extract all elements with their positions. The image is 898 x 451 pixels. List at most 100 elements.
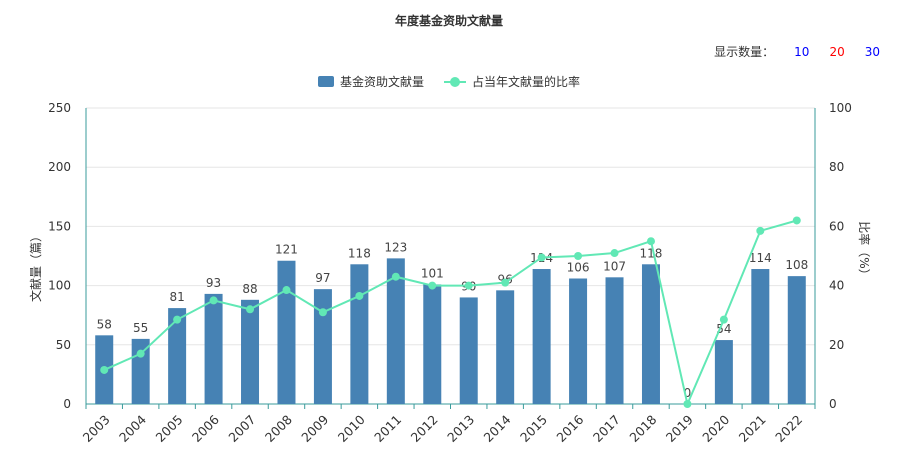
bar-value-label: 114 xyxy=(749,251,772,265)
legend-item-bar[interactable]: 基金资助文献量 xyxy=(317,73,424,90)
y-axis-title-right: 比率（%） xyxy=(857,221,872,280)
x-tick-label: 2020 xyxy=(699,412,732,445)
bar xyxy=(751,269,770,404)
ratio-point xyxy=(355,291,364,300)
chart-legend: 基金资助文献量 占当年文献量的比率 xyxy=(0,73,898,90)
bar-value-label: 118 xyxy=(640,246,663,260)
ratio-point xyxy=(136,349,145,358)
y-tick-label-left: 150 xyxy=(48,219,71,233)
bar-value-label: 97 xyxy=(315,271,330,285)
bar-value-label: 88 xyxy=(242,282,257,296)
x-tick-label: 2011 xyxy=(371,412,404,445)
x-tick-label: 2007 xyxy=(225,412,258,445)
ratio-point xyxy=(574,252,583,260)
ratio-point xyxy=(391,272,400,281)
bar xyxy=(241,299,260,404)
y-tick-label-right: 0 xyxy=(829,397,837,411)
display-count-selector: 显示数量： 10 20 30 xyxy=(714,43,880,60)
bar xyxy=(605,277,624,404)
bar-value-label: 106 xyxy=(567,260,590,274)
bar xyxy=(204,293,223,404)
y-tick-label-left: 0 xyxy=(63,397,71,411)
bar-value-label: 118 xyxy=(348,246,371,260)
x-tick-label: 2016 xyxy=(553,412,586,445)
y-tick-label-right: 60 xyxy=(829,219,844,233)
y-tick-label-left: 100 xyxy=(48,279,71,293)
x-tick-label: 2018 xyxy=(626,412,659,445)
ratio-point xyxy=(100,365,109,374)
count-option-10[interactable]: 10 xyxy=(794,44,810,59)
legend-bar-label: 基金资助文献量 xyxy=(339,75,424,89)
x-tick-label: 2013 xyxy=(444,412,477,445)
y-tick-label-left: 250 xyxy=(48,101,71,115)
bar xyxy=(423,284,442,404)
x-tick-label: 2010 xyxy=(335,412,368,445)
bar-value-label: 101 xyxy=(421,266,444,280)
bar-value-label: 54 xyxy=(716,322,731,336)
bar-value-label: 123 xyxy=(384,240,407,254)
bar-value-label: 93 xyxy=(206,276,221,290)
bar-value-label: 108 xyxy=(785,258,808,272)
bar-value-label: 58 xyxy=(97,317,112,331)
x-tick-label: 2006 xyxy=(189,412,222,445)
bar-value-label: 107 xyxy=(603,259,626,273)
x-tick-label: 2004 xyxy=(116,412,149,445)
legend-line-swatch xyxy=(444,76,466,88)
x-tick-label: 2014 xyxy=(481,412,514,445)
ratio-point xyxy=(464,281,473,290)
display-count-label: 显示数量： xyxy=(714,45,775,59)
x-tick-label: 2021 xyxy=(736,412,769,445)
ratio-point xyxy=(282,286,291,295)
bar xyxy=(168,308,187,404)
bar xyxy=(569,278,588,404)
x-tick-label: 2008 xyxy=(262,412,295,445)
y-tick-label-right: 80 xyxy=(829,160,844,174)
bar xyxy=(496,290,515,404)
ratio-point xyxy=(610,249,619,258)
bar xyxy=(277,260,296,404)
x-tick-label: 2012 xyxy=(408,412,441,445)
bar-value-label: 0 xyxy=(684,386,692,400)
bar xyxy=(532,269,551,404)
ratio-point xyxy=(683,400,692,408)
x-tick-label: 2009 xyxy=(298,412,331,445)
ratio-point xyxy=(428,281,437,290)
y-tick-label-left: 50 xyxy=(56,338,71,352)
bar xyxy=(386,258,405,404)
bar-value-label: 55 xyxy=(133,321,148,335)
ratio-point xyxy=(792,216,801,225)
bar xyxy=(641,264,660,404)
bar-value-label: 121 xyxy=(275,243,298,257)
ratio-point xyxy=(537,253,546,262)
x-tick-label: 2003 xyxy=(80,412,113,445)
x-tick-label: 2017 xyxy=(590,412,623,445)
y-tick-label-left: 200 xyxy=(48,160,71,174)
bar xyxy=(350,264,369,404)
legend-bar-swatch xyxy=(317,76,334,87)
ratio-point xyxy=(756,226,765,235)
x-tick-label: 2022 xyxy=(772,412,805,445)
legend-line-label: 占当年文献量的比率 xyxy=(472,75,581,89)
bar xyxy=(459,297,478,404)
y-tick-label-right: 100 xyxy=(829,101,852,115)
ratio-point xyxy=(209,296,218,305)
ratio-point xyxy=(719,315,728,324)
ratio-point xyxy=(501,278,510,287)
count-option-30[interactable]: 30 xyxy=(864,44,880,59)
y-tick-label-right: 20 xyxy=(829,338,844,352)
y-tick-label-right: 40 xyxy=(829,279,844,293)
ratio-line xyxy=(103,219,798,408)
ratio-point xyxy=(318,308,327,317)
x-tick-label: 2019 xyxy=(663,412,696,445)
legend-item-line[interactable]: 占当年文献量的比率 xyxy=(444,73,580,90)
bar-value-label: 81 xyxy=(169,290,184,304)
y-axis-title-left: 文献量（篇） xyxy=(28,230,43,302)
ratio-point xyxy=(173,315,182,324)
count-option-20[interactable]: 20 xyxy=(829,44,845,59)
bar xyxy=(313,289,332,404)
x-tick-label: 2005 xyxy=(153,412,186,445)
ratio-point xyxy=(646,237,655,246)
chart-title: 年度基金资助文献量 xyxy=(394,14,503,28)
bar xyxy=(714,340,733,404)
